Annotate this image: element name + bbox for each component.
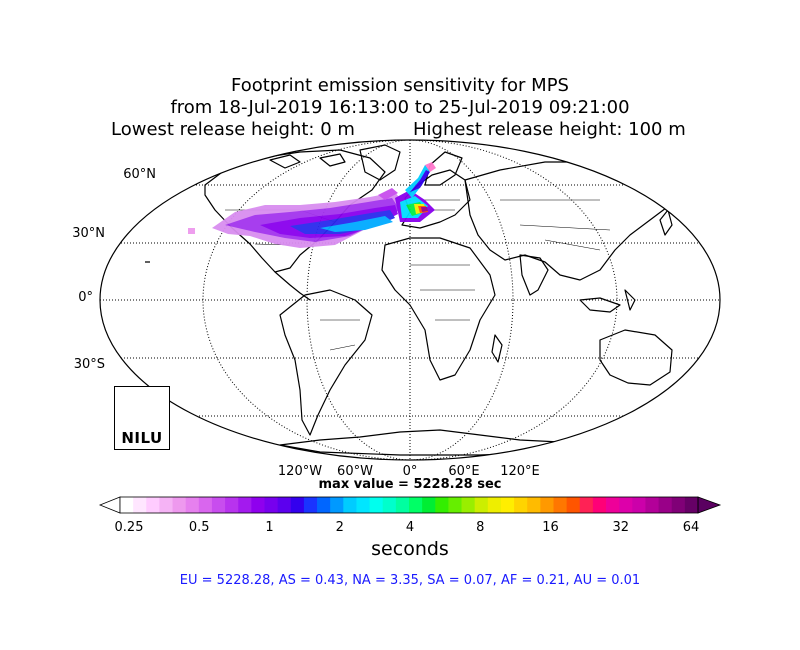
colorbar-tick-label: 0.5 bbox=[188, 520, 210, 535]
colorbar-swatch bbox=[369, 497, 384, 513]
colorbar-tick-label: 64 bbox=[682, 520, 700, 535]
colorbar-tick-label: 0.25 bbox=[114, 520, 144, 535]
colorbar-tick-label: 2 bbox=[335, 520, 344, 535]
south-america-outline bbox=[279, 289, 373, 436]
colorbar-swatch bbox=[658, 497, 673, 513]
colorbar-swatch bbox=[172, 497, 187, 513]
colorbar-swatch bbox=[198, 497, 213, 513]
footprint-plume bbox=[188, 162, 436, 248]
colorbar-swatch bbox=[579, 497, 594, 513]
madagascar-outline bbox=[491, 334, 503, 363]
colorbar-swatch bbox=[264, 497, 279, 513]
central-america-outline bbox=[274, 271, 311, 301]
colorbar-swatch bbox=[303, 497, 318, 513]
india-outline bbox=[519, 254, 549, 296]
colorbar-tick-label: 4 bbox=[405, 520, 415, 535]
greenland-outline bbox=[359, 144, 401, 181]
colorbar-border bbox=[119, 496, 699, 514]
lowest-release-height: Lowest release height: 0 m bbox=[111, 119, 355, 140]
lat-label-30n: 30°N bbox=[72, 226, 105, 241]
colorbar-swatch bbox=[645, 497, 659, 513]
nilu-logo: NILU bbox=[114, 386, 170, 450]
coastlines bbox=[145, 144, 701, 456]
colorbar-tick-label: 1 bbox=[265, 520, 274, 535]
africa-outline bbox=[381, 237, 496, 381]
colorbar-tick-label: 32 bbox=[612, 520, 630, 535]
colorbar-swatch bbox=[251, 497, 265, 513]
colorbar-swatch bbox=[487, 497, 502, 513]
se-asia-islands-outline bbox=[579, 289, 636, 313]
colorbar-label: seconds bbox=[371, 538, 449, 560]
lon-label-60w: 60°W bbox=[337, 464, 373, 479]
colorbar-swatch bbox=[382, 497, 397, 513]
colorbar-swatch bbox=[211, 497, 226, 513]
asia-outline bbox=[464, 161, 671, 281]
colorbar-swatch bbox=[356, 497, 370, 513]
lon-label-120e: 120°E bbox=[500, 464, 540, 479]
colorbar-swatch bbox=[435, 497, 449, 513]
japan-outline bbox=[659, 209, 673, 236]
colorbar-swatch bbox=[540, 497, 554, 513]
colorbar-extend-low bbox=[98, 496, 121, 514]
colorbar-swatch bbox=[238, 497, 252, 513]
new-zealand-outline bbox=[687, 369, 701, 399]
colorbar-swatch bbox=[133, 497, 147, 513]
title-line-2: from 18-Jul-2019 16:13:00 to 25-Jul-2019… bbox=[170, 97, 630, 118]
colorbar-swatch bbox=[684, 497, 699, 513]
max-value-label: max value = 5228.28 sec bbox=[318, 477, 502, 492]
colorbar bbox=[98, 496, 722, 514]
colorbar-swatch bbox=[343, 497, 357, 513]
antarctica-outline bbox=[279, 429, 601, 456]
lon-label-120w: 120°W bbox=[277, 464, 323, 479]
globe-outline bbox=[99, 139, 721, 461]
colorbar-swatch bbox=[606, 497, 620, 513]
colorbar-swatch bbox=[330, 497, 344, 513]
colorbar-extend-high bbox=[697, 496, 722, 514]
colorbar-swatch bbox=[422, 497, 436, 513]
lat-label-0: 0° bbox=[78, 290, 93, 305]
colorbar-swatch bbox=[290, 497, 305, 513]
colorbar-swatch bbox=[619, 497, 633, 513]
highest-release-height: Highest release height: 100 m bbox=[413, 119, 686, 140]
colorbar-swatch bbox=[159, 497, 173, 513]
colorbar-swatch bbox=[566, 497, 581, 513]
lat-label-30s: 30°S bbox=[73, 357, 105, 372]
colorbar-swatch bbox=[671, 497, 686, 513]
arctic-islands-outline bbox=[269, 153, 346, 169]
colorbar-swatch bbox=[632, 497, 646, 513]
colorbar-swatch bbox=[527, 497, 541, 513]
lon-label-60e: 60°E bbox=[448, 464, 480, 479]
nilu-logo-text: NILU bbox=[121, 429, 163, 447]
colorbar-swatch bbox=[448, 497, 462, 513]
colorbar-swatch bbox=[395, 497, 410, 513]
colorbar-swatch bbox=[474, 497, 489, 513]
colorbar-swatch bbox=[409, 497, 423, 513]
lon-label-0: 0° bbox=[402, 464, 418, 479]
colorbar-swatch bbox=[225, 497, 239, 513]
colorbar-swatch bbox=[185, 497, 200, 513]
colorbar-tick-label: 8 bbox=[476, 520, 485, 535]
colorbar-swatch bbox=[277, 497, 292, 513]
colorbar-swatch bbox=[146, 497, 160, 513]
colorbar-swatch bbox=[120, 497, 134, 513]
colorbar-swatch bbox=[514, 497, 528, 513]
colorbar-swatch bbox=[592, 497, 607, 513]
australia-outline bbox=[599, 329, 673, 386]
colorbar-swatch bbox=[500, 497, 515, 513]
colorbar-swatch bbox=[461, 497, 476, 513]
region-summary: EU = 5228.28, AS = 0.43, NA = 3.35, SA =… bbox=[179, 573, 641, 588]
title-line-1: Footprint emission sensitivity for MPS bbox=[231, 75, 569, 96]
longitude-gridlines bbox=[202, 140, 618, 460]
lat-label-60n: 60°N bbox=[123, 167, 156, 182]
colorbar-swatch bbox=[553, 497, 568, 513]
colorbar-swatch bbox=[317, 497, 331, 513]
colorbar-tick-label: 16 bbox=[542, 520, 559, 535]
